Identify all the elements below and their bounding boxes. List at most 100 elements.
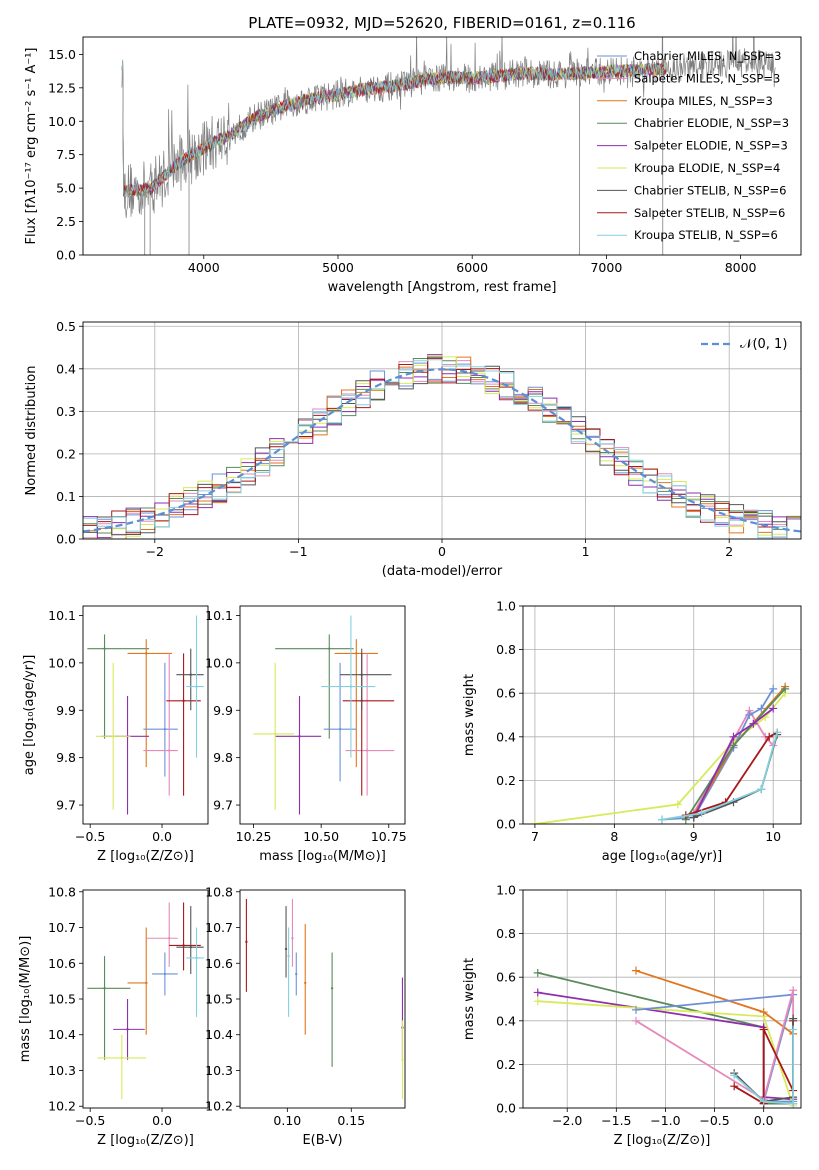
legend-entry: 𝒩(0, 1) [740,337,787,352]
panel-age-vs-mass: 10.25 10.50 10.75 9.7 9.8 9.9 10.0 10.1 mass [lo… [205,605,407,864]
legend-entry: Chabrier MILES, N_SSP=3 [634,49,781,63]
x-tick-label: 10 [765,829,781,844]
x-tick-label: 0 [438,544,446,559]
plot-area [530,682,790,824]
y-tick-label: 0.4 [56,361,76,376]
legend-entry: Kroupa MILES, N_SSP=3 [634,94,773,108]
y-tick-label: 10.4 [48,1027,76,1042]
legend-entry: Kroupa STELIB, N_SSP=6 [634,228,778,242]
y-tick-label: 10.3 [205,1063,233,1078]
y-tick-label: 9.9 [213,703,233,718]
data-point-kroupa_miles [355,652,358,655]
data-point-chabrier_miles [163,972,167,976]
grid-and-ticks: −2.0 −1.5 −1.0 −0.5 0.0 0.0 0.2 0.4 0.6 0.8 1.0 [496,883,801,1128]
legend-entry: Kroupa ELODIE, N_SSP=4 [634,161,780,175]
data-point-kroupa_stelib [349,685,353,688]
x-axis-label: Z [log₁₀(Z/Z⊙)] [97,1133,194,1148]
data-point-chabrier_stelib [189,673,192,676]
x-tick-label: 0.0 [152,829,172,844]
chart-title: PLATE=0932, MJD=52620, FIBERID=0161, z=0… [248,14,635,32]
weight-marker-chabrier_elodie [781,684,790,693]
weight-marker-kroupa_elodie [530,820,539,824]
weight-marker-salpeter_miles [631,1016,640,1025]
x-tick-label: −0.5 [75,829,105,844]
weight-marker-kroupa_stelib [730,1071,739,1080]
weight-marker-kroupa_stelib [658,815,666,824]
data-point-chabrier_stelib [360,673,363,676]
data-point-salpeter_elodie [298,735,301,738]
x-tick-label: −1.0 [650,1113,680,1128]
weight-marker-chabrier_miles [757,704,766,713]
data-point-kroupa_elodie [120,1056,123,1060]
weight-line-kroupa_stelib [733,1029,794,1105]
plot-frame [82,605,209,825]
x-tick-label: 10.75 [371,829,407,844]
weight-marker-salpeter_stelib [730,1082,739,1091]
plot-area [83,354,801,539]
y-tick-label: 1.0 [496,883,516,898]
y-tick-label: 10.8 [48,884,76,899]
x-tick-label: 6000 [456,260,488,275]
weight-marker-kroupa_miles [759,1008,768,1017]
legend: Chabrier MILES, N_SSP=3 Salpeter MILES, N… [597,49,789,242]
x-axis-label: mass [log₁₀(M/M⊙)] [259,849,386,864]
panel-weight-vs-Z: −2.0 −1.5 −1.0 −0.5 0.0 0.0 0.2 0.4 0.6 0.8 1.0 Z [… [462,883,802,1148]
y-tick-label: 10.7 [48,920,76,935]
weight-marker-chabrier_miles [745,711,754,719]
x-tick-label: 0.0 [754,1113,774,1128]
data-point-chabrier_elodie [103,987,106,990]
data-point-kroupa_elodie [401,1058,404,1061]
weight-marker-salpeter_elodie [749,719,758,728]
plot-area [87,902,204,1100]
y-tick-label: 10.5 [205,992,233,1007]
legend-entry: Salpeter MILES, N_SSP=3 [634,71,780,85]
y-tick-label: 0.6 [496,970,516,985]
x-tick-label: 8 [610,829,618,844]
panel-residuals: −2 −1 0 1 2 0.0 0.1 0.2 0.3 0.4 0.5 (data-model)/er… [24,319,802,579]
y-tick-label: 9.7 [56,798,76,813]
x-tick-label: 0.15 [337,1113,365,1128]
weight-marker-kroupa_stelib [789,1025,798,1034]
y-tick-label: 10.2 [48,1099,76,1114]
data-point-chabrier_elodie [330,987,334,990]
y-tick-label: 0.4 [496,729,516,744]
weight-marker-chabrier_miles [631,1005,640,1014]
plot-frame [82,321,802,540]
grid-and-ticks: −0.5 0.0 9.7 9.8 9.9 10.0 10.1 [48,608,172,844]
y-tick-label: 7.5 [56,147,76,162]
data-point-chabrier_miles [163,728,167,731]
grid-and-ticks: −0.5 0.0 10.2 10.3 10.4 10.5 10.6 10.7 10.8 [48,884,172,1128]
plot-frame [239,605,406,825]
weight-marker-salpeter_stelib [759,1025,768,1034]
y-tick-label: 10.6 [48,956,76,971]
y-tick-label: 9.8 [56,750,76,765]
legend-entry: Chabrier STELIB, N_SSP=6 [634,183,786,197]
data-point-chabrier_stelib [284,947,288,951]
panel-spectrum: 4000 5000 6000 7000 8000 0.0 2.5 5.0 7.5 10.0 12.5… [24,14,802,295]
x-axis-label: Z [log₁₀(Z/Z⊙)] [614,1133,711,1148]
y-tick-label: 0.0 [56,532,76,547]
data-point-kroupa_elodie [111,735,115,738]
x-axis-label: wavelength [Angstrom, rest frame] [328,280,557,295]
y-tick-label: 12.5 [48,80,76,95]
x-axis-label: E(B-V) [302,1133,342,1148]
y-tick-label: 0.0 [496,817,516,832]
y-tick-label: 0.0 [496,1101,516,1116]
data-point-kroupa_stelib [195,956,198,960]
data-point-salpeter_miles [291,937,294,940]
weight-marker-kroupa_stelib [773,728,782,737]
x-tick-label: −2.0 [552,1113,582,1128]
data-point-kroupa_elodie [273,732,277,736]
data-point-kroupa_miles [145,652,148,655]
weight-marker-salpeter_elodie [769,704,778,713]
model-spectrum-kroupa_stelib [121,59,667,197]
x-tick-label: −1.5 [601,1113,631,1128]
normal-curve-line [83,368,801,533]
y-tick-label: 10.5 [48,992,76,1007]
data-point-chabrier_miles [295,972,298,976]
y-axis-label: age [log₁₀(age/yr)] [22,655,37,776]
plot-frame [239,889,406,1109]
weight-marker-chabrier_elodie [533,968,542,977]
weight-marker-kroupa_miles [631,966,640,975]
